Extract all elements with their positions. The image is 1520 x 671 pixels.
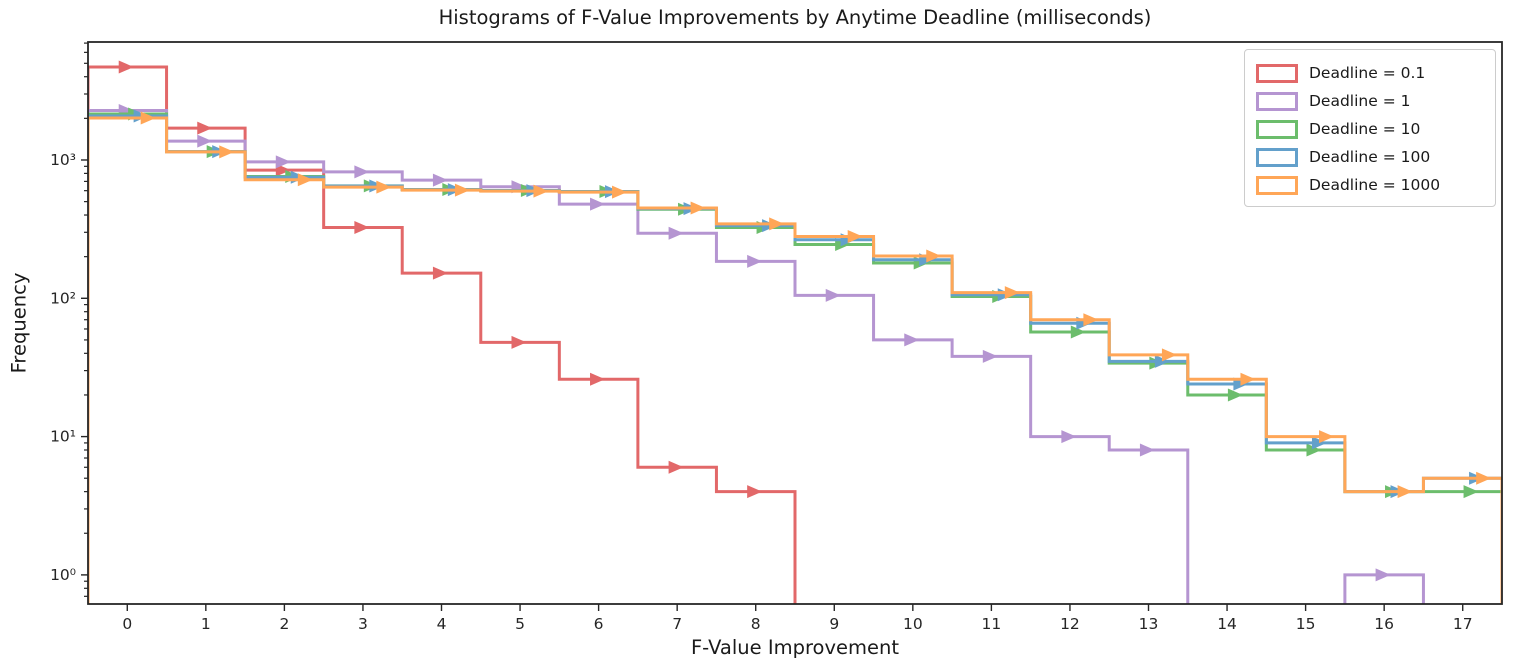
legend-label: Deadline = 1 bbox=[1309, 92, 1411, 110]
x-axis-tick-label: 15 bbox=[1296, 615, 1316, 633]
legend-label: Deadline = 1000 bbox=[1309, 176, 1441, 194]
triangle-right-marker bbox=[904, 333, 920, 347]
triangle-right-marker bbox=[1397, 485, 1413, 499]
triangle-right-marker bbox=[354, 165, 370, 179]
triangle-right-marker bbox=[297, 173, 313, 187]
step-line bbox=[88, 65, 797, 604]
legend-swatch bbox=[1256, 91, 1298, 111]
triangle-right-marker bbox=[454, 183, 470, 197]
triangle-right-marker bbox=[926, 249, 942, 263]
x-axis-tick-label: 5 bbox=[515, 615, 525, 633]
step-line bbox=[88, 108, 1425, 604]
x-axis-tick-label: 16 bbox=[1374, 615, 1394, 633]
x-axis-tick-label: 6 bbox=[594, 615, 604, 633]
legend-label: Deadline = 10 bbox=[1309, 120, 1421, 138]
legend-item: Deadline = 1 bbox=[1256, 87, 1484, 115]
x-axis-label: F-Value Improvement bbox=[690, 636, 900, 659]
legend-swatch bbox=[1256, 147, 1298, 167]
triangle-right-marker bbox=[1463, 485, 1479, 499]
x-axis-tick-label: 0 bbox=[122, 615, 132, 633]
series-deadline---0.1 bbox=[88, 60, 797, 604]
y-axis-tick-label: 10¹ bbox=[50, 428, 76, 446]
legend-item: Deadline = 100 bbox=[1256, 143, 1484, 171]
x-axis-tick-label: 12 bbox=[1060, 615, 1080, 633]
triangle-right-marker bbox=[1154, 354, 1170, 368]
x-axis-tick-label: 10 bbox=[903, 615, 923, 633]
legend-label: Deadline = 0.1 bbox=[1309, 64, 1426, 82]
y-axis-tick-label: 10² bbox=[50, 289, 76, 307]
triangle-right-marker bbox=[219, 145, 235, 159]
triangle-right-marker bbox=[1476, 471, 1492, 485]
x-axis-tick-label: 17 bbox=[1453, 615, 1473, 633]
triangle-right-marker bbox=[1311, 436, 1327, 450]
triangle-right-marker bbox=[747, 485, 763, 499]
legend-swatch bbox=[1256, 63, 1298, 83]
triangle-right-marker bbox=[769, 217, 785, 231]
triangle-right-marker bbox=[432, 173, 448, 187]
triangle-right-marker bbox=[533, 184, 549, 198]
legend-item: Deadline = 1000 bbox=[1256, 171, 1484, 199]
legend-item: Deadline = 10 bbox=[1256, 115, 1484, 143]
triangle-right-marker bbox=[376, 180, 392, 194]
triangle-right-marker bbox=[275, 155, 291, 169]
x-axis-tick-label: 9 bbox=[829, 615, 839, 633]
chart-title: Histograms of F-Value Improvements by An… bbox=[438, 6, 1152, 29]
x-axis-tick-label: 11 bbox=[982, 615, 1002, 633]
legend-swatch bbox=[1256, 175, 1298, 195]
triangle-right-marker bbox=[1227, 388, 1243, 402]
x-axis-tick-label: 7 bbox=[672, 615, 682, 633]
triangle-right-marker bbox=[747, 254, 763, 268]
triangle-right-marker bbox=[354, 220, 370, 234]
y-axis-tick-label: 10⁰ bbox=[50, 566, 76, 584]
x-axis-tick-label: 8 bbox=[751, 615, 761, 633]
triangle-right-marker bbox=[1161, 348, 1177, 362]
triangle-right-marker bbox=[1083, 313, 1099, 327]
triangle-right-marker bbox=[847, 229, 863, 243]
y-axis-tick-label: 10³ bbox=[50, 151, 76, 169]
triangle-right-marker bbox=[590, 372, 606, 386]
triangle-right-marker bbox=[1319, 430, 1335, 444]
triangle-right-marker bbox=[197, 121, 213, 135]
triangle-right-marker bbox=[1240, 372, 1256, 386]
triangle-right-marker bbox=[118, 60, 134, 74]
x-axis-tick-label: 2 bbox=[279, 615, 289, 633]
plot-border bbox=[87, 41, 1503, 605]
x-axis-tick-label: 1 bbox=[201, 615, 211, 633]
series-deadline---1000 bbox=[88, 111, 1502, 604]
triangle-right-marker bbox=[825, 288, 841, 302]
triangle-right-marker bbox=[690, 201, 706, 215]
x-axis-tick-label: 14 bbox=[1217, 615, 1237, 633]
triangle-right-marker bbox=[1070, 325, 1086, 339]
triangle-right-marker bbox=[1375, 568, 1391, 582]
triangle-right-marker bbox=[1139, 443, 1155, 457]
legend-swatch bbox=[1256, 119, 1298, 139]
triangle-right-marker bbox=[275, 163, 291, 177]
triangle-right-marker bbox=[668, 460, 684, 474]
legend-label: Deadline = 100 bbox=[1309, 148, 1431, 166]
triangle-right-marker bbox=[1061, 430, 1077, 444]
triangle-right-marker bbox=[140, 111, 156, 125]
x-axis-tick-label: 4 bbox=[437, 615, 447, 633]
triangle-right-marker bbox=[982, 349, 998, 363]
legend: Deadline = 0.1 Deadline = 1 Deadline = 10 D… bbox=[1244, 49, 1496, 207]
triangle-right-marker bbox=[511, 335, 527, 349]
x-axis-tick-label: 3 bbox=[358, 615, 368, 633]
triangle-right-marker bbox=[197, 134, 213, 148]
triangle-right-marker bbox=[1004, 286, 1020, 300]
legend-item: Deadline = 0.1 bbox=[1256, 59, 1484, 87]
step-line bbox=[88, 116, 1502, 604]
triangle-right-marker bbox=[432, 266, 448, 280]
triangle-right-marker bbox=[590, 197, 606, 211]
x-axis-tick-label: 13 bbox=[1139, 615, 1159, 633]
triangle-right-marker bbox=[612, 185, 628, 199]
triangle-right-marker bbox=[1306, 443, 1322, 457]
triangle-right-marker bbox=[668, 226, 684, 240]
